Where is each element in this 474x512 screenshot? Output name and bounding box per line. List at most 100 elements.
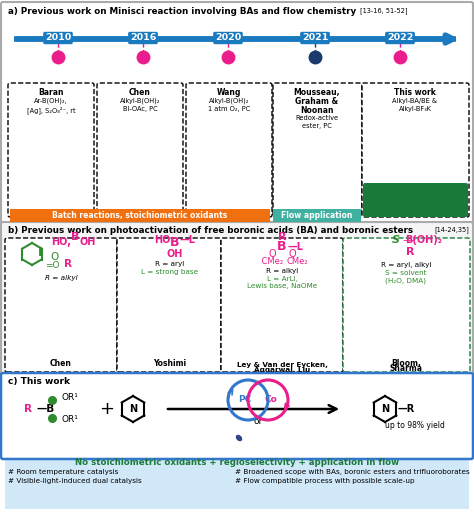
Text: S: S xyxy=(392,235,400,245)
Text: R: R xyxy=(278,232,286,242)
Text: # Flow compatible process with possible scale-up: # Flow compatible process with possible … xyxy=(235,478,415,484)
Text: 1 atm O₂, PC: 1 atm O₂, PC xyxy=(208,106,250,112)
Text: Baran: Baran xyxy=(38,88,64,97)
FancyBboxPatch shape xyxy=(1,2,473,224)
FancyBboxPatch shape xyxy=(362,83,469,217)
Text: R = alkyl: R = alkyl xyxy=(45,275,77,281)
Text: PC/[Co]: PC/[Co] xyxy=(400,187,430,194)
Text: S = solvent: S = solvent xyxy=(385,270,427,276)
FancyBboxPatch shape xyxy=(1,373,473,459)
Text: +: + xyxy=(100,400,115,418)
FancyBboxPatch shape xyxy=(273,209,361,222)
Text: B(OH)₂: B(OH)₂ xyxy=(405,235,443,245)
Text: Sharma: Sharma xyxy=(390,364,422,373)
Ellipse shape xyxy=(237,435,242,440)
Text: [14-24,35]: [14-24,35] xyxy=(434,226,469,233)
Text: R = aryl, alkyl: R = aryl, alkyl xyxy=(381,262,431,268)
Text: HO,: HO, xyxy=(51,237,71,247)
Text: [13-16, 51-52]: [13-16, 51-52] xyxy=(360,7,408,14)
Text: Flow application: Flow application xyxy=(281,211,353,220)
Text: Alkyl-B(OH)₂: Alkyl-B(OH)₂ xyxy=(209,98,249,104)
Text: # Visible-light-induced dual catalysis: # Visible-light-induced dual catalysis xyxy=(8,478,142,484)
Text: 2016: 2016 xyxy=(130,33,156,42)
Text: PC: PC xyxy=(238,395,252,404)
Text: Batch & Flow: Batch & Flow xyxy=(388,195,442,201)
Text: Noonan: Noonan xyxy=(300,106,334,115)
FancyBboxPatch shape xyxy=(186,83,272,217)
FancyBboxPatch shape xyxy=(221,238,343,372)
FancyBboxPatch shape xyxy=(117,238,221,372)
Text: Ar-B(OH)₂,: Ar-B(OH)₂, xyxy=(34,98,68,104)
Text: Batch reactions, stoichiometric oxidants: Batch reactions, stoichiometric oxidants xyxy=(52,211,228,220)
FancyBboxPatch shape xyxy=(5,238,117,372)
Text: 2020: 2020 xyxy=(215,33,241,42)
Text: b) Previous work on photoactivation of free boronic acids (BA) and boronic ester: b) Previous work on photoactivation of f… xyxy=(8,226,413,235)
Text: ester, PC: ester, PC xyxy=(302,123,332,129)
Text: HO: HO xyxy=(154,235,170,245)
Text: 2021: 2021 xyxy=(302,33,328,42)
Ellipse shape xyxy=(274,419,310,441)
Text: B: B xyxy=(71,232,79,242)
FancyBboxPatch shape xyxy=(343,238,470,372)
Text: up to 98% yield: up to 98% yield xyxy=(385,421,445,430)
Text: Chen: Chen xyxy=(129,88,151,97)
Text: (H₂O, DMA): (H₂O, DMA) xyxy=(385,278,427,284)
Text: 2022: 2022 xyxy=(387,33,413,42)
Text: Wang: Wang xyxy=(217,88,241,97)
Text: —L: —L xyxy=(288,242,304,252)
Text: Co: Co xyxy=(264,395,277,404)
FancyBboxPatch shape xyxy=(97,83,183,217)
Text: Bloom,: Bloom, xyxy=(391,359,421,368)
Text: R: R xyxy=(406,247,414,257)
Text: No stoichiometric oxidants + regioselectivity + application in flow: No stoichiometric oxidants + regioselect… xyxy=(75,458,399,467)
FancyBboxPatch shape xyxy=(1,222,473,376)
Text: This work: This work xyxy=(394,88,436,97)
Text: L = strong base: L = strong base xyxy=(141,269,199,275)
Text: R = aryl: R = aryl xyxy=(155,261,185,267)
Text: N: N xyxy=(381,404,389,414)
Text: # Room temperature catalysis: # Room temperature catalysis xyxy=(8,469,118,475)
Text: OR¹: OR¹ xyxy=(62,415,79,423)
Text: —L: —L xyxy=(180,235,196,245)
Text: =O: =O xyxy=(45,261,59,269)
Text: Alkyl-BF₃K: Alkyl-BF₃K xyxy=(399,106,431,112)
Text: Chen: Chen xyxy=(50,359,72,368)
Text: N: N xyxy=(129,404,137,414)
Text: —R: —R xyxy=(398,404,415,414)
Text: R: R xyxy=(64,259,72,269)
FancyBboxPatch shape xyxy=(10,209,270,222)
Text: Graham &: Graham & xyxy=(295,97,338,106)
Text: I: I xyxy=(38,245,42,259)
Text: L = ArLi,: L = ArLi, xyxy=(266,276,298,282)
Text: Aggarwal, Liu: Aggarwal, Liu xyxy=(254,367,310,373)
Text: O: O xyxy=(51,252,59,262)
Text: a) Previous work on Minisci reaction involving BAs and flow chemistry: a) Previous work on Minisci reaction inv… xyxy=(8,7,356,16)
Text: c) This work: c) This work xyxy=(8,377,70,386)
Text: Alkyl-BA/BE &: Alkyl-BA/BE & xyxy=(392,98,438,104)
Text: or: or xyxy=(254,416,263,425)
Text: 2010: 2010 xyxy=(45,33,71,42)
Text: O: O xyxy=(288,249,296,259)
Text: BI-OAc, PC: BI-OAc, PC xyxy=(123,106,157,112)
Text: # Broadened scope with BAs, boronic esters and trifluoroborates: # Broadened scope with BAs, boronic este… xyxy=(235,469,470,475)
Text: CMe₂: CMe₂ xyxy=(286,258,308,267)
Text: —·: —· xyxy=(402,235,418,245)
FancyBboxPatch shape xyxy=(5,457,469,509)
Text: Yoshimi: Yoshimi xyxy=(154,359,187,368)
FancyBboxPatch shape xyxy=(8,83,94,217)
Text: Redox-active: Redox-active xyxy=(295,115,338,121)
Text: OH: OH xyxy=(167,249,183,259)
FancyBboxPatch shape xyxy=(363,183,468,217)
Text: R = alkyl: R = alkyl xyxy=(266,268,298,274)
FancyBboxPatch shape xyxy=(273,83,362,217)
Text: Alkyl-B(OH)₂: Alkyl-B(OH)₂ xyxy=(120,98,160,104)
Text: OH: OH xyxy=(80,237,96,247)
Text: [Ag], S₂O₈²⁻, rt: [Ag], S₂O₈²⁻, rt xyxy=(27,106,75,114)
Text: R: R xyxy=(24,404,32,414)
Text: O: O xyxy=(268,249,276,259)
Text: —B: —B xyxy=(37,404,55,414)
Text: CMe₂: CMe₂ xyxy=(251,258,283,267)
Text: OR¹: OR¹ xyxy=(62,394,79,402)
Text: B: B xyxy=(277,241,287,253)
Text: Mousseau,: Mousseau, xyxy=(294,88,340,97)
